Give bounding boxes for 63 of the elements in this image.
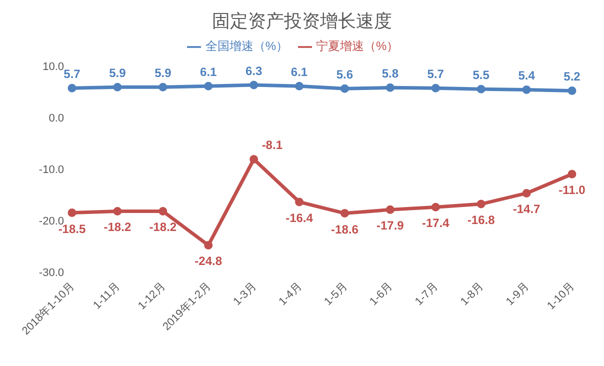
point <box>295 198 304 206</box>
point <box>68 84 76 92</box>
x-tick-label: 1-11月 <box>91 280 122 312</box>
point <box>158 206 168 216</box>
point <box>568 170 576 178</box>
point <box>68 208 76 218</box>
data-label: 5.2 <box>564 70 581 84</box>
data-label: 5.8 <box>382 66 399 81</box>
data-label: -11.0 <box>558 183 586 198</box>
point <box>386 83 394 92</box>
data-label: 5.4 <box>518 68 536 83</box>
data-label: -17.9 <box>376 218 404 233</box>
point <box>522 85 531 94</box>
legend-label: 宁夏增速（%） <box>316 39 399 53</box>
legend-label: 全国增速（%） <box>205 39 288 53</box>
data-label: -8.1 <box>262 138 283 152</box>
point <box>250 80 258 90</box>
point <box>431 84 440 92</box>
point <box>113 82 122 92</box>
data-label: 5.9 <box>109 66 126 80</box>
x-tick-label: 1-3月 <box>231 280 259 308</box>
x-tick-label: 1-7月 <box>413 280 441 308</box>
data-label: -24.8 <box>194 254 222 268</box>
data-label: -14.7 <box>512 202 541 216</box>
x-tick-label: 1-9月 <box>504 280 532 308</box>
point <box>386 205 394 214</box>
point <box>522 188 531 198</box>
y-tick-label: -20.0 <box>38 215 64 228</box>
data-label: 5.5 <box>472 68 490 82</box>
y-tick-label: -10.0 <box>38 164 64 176</box>
point <box>340 84 349 93</box>
data-label: 6.1 <box>200 65 218 80</box>
point <box>158 82 168 92</box>
data-label: -16.8 <box>467 213 496 228</box>
data-label: 6.1 <box>290 65 308 80</box>
point <box>476 200 486 208</box>
point <box>204 82 213 90</box>
x-tick-label: 1-8月 <box>458 280 486 308</box>
data-label: -18.6 <box>331 222 359 236</box>
data-label: 6.3 <box>245 64 262 78</box>
x-tick-label: 1-4月 <box>276 280 304 308</box>
x-tick-label: 1-6月 <box>368 280 396 308</box>
data-label: -18.2 <box>149 220 177 234</box>
point <box>250 154 258 164</box>
y-tick-label: -30.0 <box>38 266 64 279</box>
y-tick-label: 0.0 <box>48 112 64 124</box>
data-label: 5.7 <box>64 67 81 82</box>
data-label: 5.9 <box>154 66 172 80</box>
y-tick-label: 10.0 <box>42 60 64 73</box>
point <box>340 209 349 218</box>
chart-title: 固定资产投资增长速度 <box>211 10 393 33</box>
data-label: 5.7 <box>427 67 444 82</box>
point <box>204 240 213 250</box>
point <box>476 84 486 94</box>
point <box>431 202 440 212</box>
data-label: -16.4 <box>286 210 314 225</box>
point <box>113 206 122 216</box>
data-label: -18.2 <box>104 220 132 234</box>
x-tick-label: 1-5月 <box>322 280 350 308</box>
point <box>295 82 304 90</box>
data-label: 5.6 <box>336 68 354 82</box>
point <box>568 86 576 95</box>
data-label: -17.4 <box>422 216 450 230</box>
